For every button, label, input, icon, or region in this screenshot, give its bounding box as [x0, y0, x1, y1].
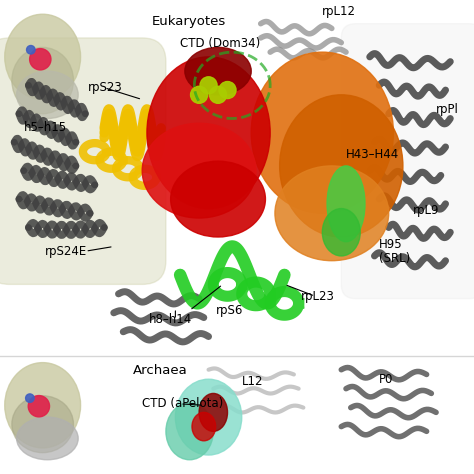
Text: rpL9: rpL9	[412, 204, 439, 218]
Text: L12: L12	[242, 375, 263, 388]
Ellipse shape	[200, 77, 217, 94]
Text: rpS23: rpS23	[88, 81, 122, 94]
Ellipse shape	[210, 86, 227, 103]
Ellipse shape	[280, 95, 403, 237]
Text: h8–h14: h8–h14	[149, 313, 192, 327]
Text: H43–H44: H43–H44	[346, 147, 399, 161]
Ellipse shape	[147, 57, 270, 209]
Ellipse shape	[17, 417, 78, 460]
Ellipse shape	[191, 86, 208, 103]
Text: P0: P0	[379, 373, 393, 386]
Text: rpPl: rpPl	[436, 102, 459, 116]
Ellipse shape	[166, 403, 213, 460]
Text: rpS6: rpS6	[216, 304, 243, 317]
Ellipse shape	[199, 393, 228, 431]
FancyBboxPatch shape	[0, 38, 166, 284]
Ellipse shape	[26, 394, 34, 402]
Ellipse shape	[171, 161, 265, 237]
Ellipse shape	[12, 396, 73, 453]
Text: CTD (aPelota): CTD (aPelota)	[142, 397, 223, 410]
Ellipse shape	[175, 379, 242, 455]
Text: (SRL): (SRL)	[379, 252, 410, 265]
Text: rpS24E: rpS24E	[45, 245, 87, 258]
Ellipse shape	[5, 363, 81, 448]
Ellipse shape	[322, 209, 360, 256]
Ellipse shape	[27, 46, 35, 54]
Text: CTD (Dom34): CTD (Dom34)	[180, 37, 260, 50]
Ellipse shape	[251, 52, 393, 213]
Text: Archaea: Archaea	[133, 364, 188, 377]
Ellipse shape	[192, 412, 216, 441]
Ellipse shape	[142, 123, 256, 218]
Ellipse shape	[327, 166, 365, 242]
Ellipse shape	[219, 82, 236, 99]
Ellipse shape	[28, 395, 50, 417]
Text: rpL23: rpL23	[301, 290, 335, 303]
Text: Eukaryotes: Eukaryotes	[152, 15, 226, 28]
Ellipse shape	[30, 49, 51, 70]
Text: h5–h15: h5–h15	[24, 121, 67, 135]
Ellipse shape	[275, 166, 389, 261]
Text: rpL12: rpL12	[322, 5, 356, 18]
Ellipse shape	[5, 14, 81, 100]
Ellipse shape	[12, 47, 73, 114]
FancyBboxPatch shape	[341, 24, 474, 299]
Text: H95: H95	[379, 237, 403, 251]
Ellipse shape	[17, 71, 78, 118]
Ellipse shape	[185, 47, 251, 95]
